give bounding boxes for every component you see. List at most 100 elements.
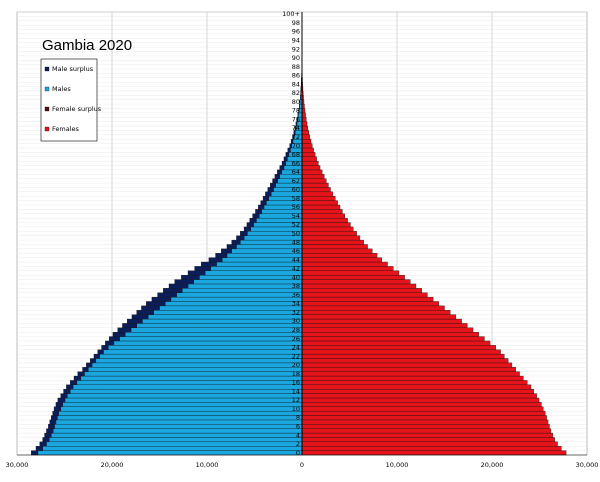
male-surplus-bar bbox=[55, 402, 63, 407]
age-tick-label: 12 bbox=[292, 396, 300, 404]
male-bar bbox=[199, 274, 303, 280]
male-surplus-bar bbox=[73, 375, 81, 381]
female-bar bbox=[301, 371, 520, 377]
chart-title: Gambia 2020 bbox=[42, 37, 132, 54]
age-tick-label: 52 bbox=[292, 221, 300, 229]
male-bar bbox=[99, 353, 303, 359]
male-surplus-bar bbox=[105, 340, 115, 346]
female-bar bbox=[301, 270, 400, 276]
male-bar bbox=[176, 292, 303, 298]
age-tick-label: 54 bbox=[292, 212, 300, 220]
male-surplus-bar bbox=[279, 165, 285, 171]
female-bar bbox=[301, 415, 547, 421]
male-surplus-bar bbox=[296, 117, 298, 122]
male-surplus-bar bbox=[292, 134, 295, 140]
female-bar bbox=[301, 209, 343, 214]
x-tick-label: 0 bbox=[300, 461, 304, 469]
male-surplus-bar bbox=[63, 389, 71, 394]
male-bar bbox=[70, 389, 303, 394]
male-bar bbox=[119, 336, 303, 342]
male-bar bbox=[142, 318, 303, 324]
female-bar bbox=[301, 160, 319, 166]
male-bar bbox=[193, 279, 303, 285]
age-tick-label: 88 bbox=[292, 63, 300, 71]
male-surplus-bar bbox=[86, 362, 93, 368]
male-surplus-bar bbox=[283, 156, 288, 162]
male-surplus-bar bbox=[117, 327, 132, 333]
legend-label: Males bbox=[52, 85, 71, 93]
male-bar bbox=[130, 327, 303, 333]
female-bar bbox=[301, 305, 445, 311]
x-tick-label: 10,000 bbox=[386, 461, 409, 469]
male-bar bbox=[42, 446, 303, 451]
age-tick-label: 100+ bbox=[282, 10, 300, 18]
male-bar bbox=[84, 371, 303, 377]
female-bar bbox=[301, 340, 491, 346]
age-tick-label: 74 bbox=[292, 124, 300, 132]
age-tick-label: 94 bbox=[292, 37, 300, 45]
male-surplus-bar bbox=[52, 410, 59, 416]
age-tick-label: 8 bbox=[296, 414, 300, 422]
male-surplus-bar bbox=[208, 257, 223, 263]
age-tick-label: 66 bbox=[292, 159, 300, 167]
male-surplus-bar bbox=[187, 270, 206, 276]
male-surplus-bar bbox=[157, 292, 177, 298]
legend-label: Male surplus bbox=[52, 65, 94, 73]
male-surplus-bar bbox=[141, 305, 160, 311]
legend-swatch bbox=[44, 66, 50, 72]
male-bar bbox=[182, 288, 303, 293]
male-surplus-bar bbox=[298, 108, 300, 114]
male-bar bbox=[108, 345, 303, 350]
female-bar bbox=[301, 367, 516, 372]
female-bar bbox=[301, 437, 555, 443]
male-bar bbox=[103, 349, 303, 355]
age-tick-label: 10 bbox=[292, 405, 300, 413]
female-bar bbox=[301, 389, 534, 394]
male-bar bbox=[187, 283, 303, 289]
female-bar bbox=[301, 174, 325, 179]
male-surplus-bar bbox=[60, 393, 68, 399]
age-tick-label: 68 bbox=[292, 151, 300, 159]
male-bar bbox=[57, 415, 303, 421]
female-bar bbox=[301, 349, 501, 355]
male-surplus-bar bbox=[89, 358, 97, 364]
male-surplus-bar bbox=[240, 231, 248, 236]
male-surplus-bar bbox=[127, 318, 143, 324]
age-tick-label: 50 bbox=[292, 230, 300, 238]
female-bar bbox=[301, 336, 485, 342]
male-bar bbox=[153, 310, 303, 315]
male-surplus-bar bbox=[82, 367, 89, 372]
male-bar bbox=[147, 314, 303, 320]
female-bar bbox=[301, 292, 428, 298]
male-bar bbox=[159, 305, 303, 311]
age-tick-label: 42 bbox=[292, 265, 300, 273]
female-bar bbox=[301, 353, 505, 359]
female-bar bbox=[301, 327, 474, 333]
male-surplus-bar bbox=[57, 397, 66, 403]
age-tick-label: 40 bbox=[292, 273, 300, 281]
age-tick-label: 60 bbox=[292, 186, 300, 194]
male-bar bbox=[88, 367, 303, 372]
male-surplus-bar bbox=[44, 432, 52, 438]
male-surplus-bar bbox=[252, 213, 260, 219]
female-bar bbox=[301, 384, 532, 390]
age-tick-label: 78 bbox=[292, 107, 300, 115]
male-bar bbox=[64, 397, 303, 403]
male-bar bbox=[210, 266, 303, 271]
male-surplus-bar bbox=[243, 226, 251, 232]
age-tick-label: 56 bbox=[292, 203, 300, 211]
male-surplus-bar bbox=[201, 261, 217, 267]
male-surplus-bar bbox=[255, 209, 262, 214]
female-bar bbox=[301, 314, 457, 320]
age-tick-label: 4 bbox=[296, 431, 300, 439]
male-surplus-bar bbox=[285, 152, 290, 157]
legend-swatch bbox=[44, 106, 50, 112]
female-bar bbox=[301, 112, 306, 118]
male-surplus-bar bbox=[295, 121, 298, 127]
age-tick-label: 46 bbox=[292, 247, 300, 255]
female-bar bbox=[301, 178, 327, 184]
female-bar bbox=[301, 134, 311, 140]
female-bar bbox=[301, 257, 382, 263]
female-bar bbox=[301, 169, 323, 175]
